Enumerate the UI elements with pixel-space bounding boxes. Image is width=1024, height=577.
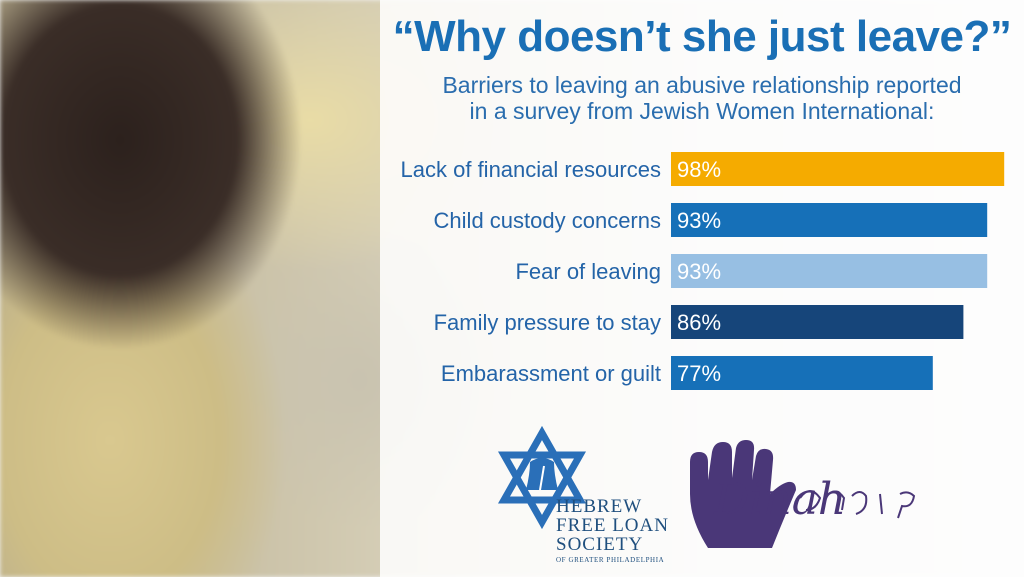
subtitle-line-1: Barriers to leaving an abusive relations…: [442, 72, 962, 98]
subtitle-line-2: in a survey from Jewish Women Internatio…: [469, 98, 935, 124]
category-label-embarassment-or-guilt: Embarassment or guilt: [441, 361, 661, 386]
bar-family-pressure-to-stay: [671, 305, 964, 339]
hfls-line-1: HEBREW: [556, 496, 643, 517]
value-label-family-pressure-to-stay: 86%: [677, 310, 721, 335]
category-label-lack-of-financial-resources: Lack of financial resources: [401, 157, 661, 182]
category-label-fear-of-leaving: Fear of leaving: [515, 259, 661, 284]
star-of-david-icon: [497, 425, 587, 530]
bar-embarassment-or-guilt: [671, 356, 933, 390]
hfls-line-2: FREE LOAN: [556, 515, 669, 536]
subtitle: Barriers to leaving an abusive relations…: [380, 72, 1024, 124]
value-label-lack-of-financial-resources: 98%: [677, 157, 721, 182]
page-title: “Why doesn’t she just leave?”: [392, 12, 1012, 61]
bar-lack-of-financial-resources: [671, 152, 1005, 186]
hfls-wordmark: HEBREW FREE LOAN SOCIETY OF GREATER PHIL…: [556, 497, 669, 564]
category-label-family-pressure-to-stay: Family pressure to stay: [434, 310, 661, 335]
hamsa-icon: [690, 440, 796, 548]
category-label-child-custody-concerns: Child custody concerns: [434, 208, 661, 233]
value-label-child-custody-concerns: 93%: [677, 208, 721, 233]
liberty-bell-icon: [526, 458, 558, 491]
bar-child-custody-concerns: [671, 203, 988, 237]
dinah-wordmark: Dinah: [714, 474, 847, 525]
dinah-hebrew-script-icon: [799, 490, 916, 519]
hfls-line-3: SOCIETY: [556, 534, 644, 555]
value-label-embarassment-or-guilt: 77%: [677, 361, 721, 386]
bar-fear-of-leaving: [671, 254, 988, 288]
value-label-fear-of-leaving: 93%: [677, 259, 721, 284]
hfls-line-4: OF GREATER PHILADELPHIA: [556, 556, 665, 564]
